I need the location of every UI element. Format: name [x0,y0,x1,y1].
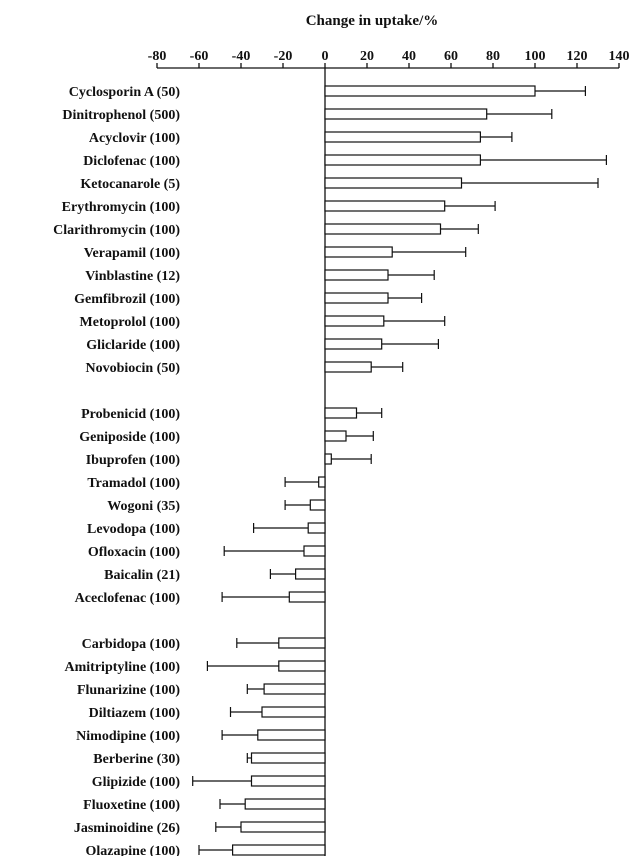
bar [324,338,383,350]
category-label: Novobiocin (50) [86,361,181,376]
bar [307,522,326,534]
bar [324,154,481,166]
bar [324,407,358,419]
bar-rows: Cyclosporin A (50) Dinitrophenol (500) Acy… [53,85,608,856]
bar [232,844,326,856]
category-label: Fluoxetine (100) [83,798,180,813]
category-label: Dinitrophenol (500) [62,108,180,123]
bar [309,499,326,511]
category-label: Gemfibrozil (100) [74,292,180,307]
category-label: Geniposide (100) [79,430,180,445]
x-tick-label: 100 [525,49,546,64]
bar [250,752,326,764]
category-label: Acyclovir (100) [89,131,180,146]
category-label: Carbidopa (100) [82,637,181,652]
bar [324,108,488,120]
bar [261,706,326,718]
bar [324,177,463,189]
category-label: Nimodipine (100) [76,729,180,744]
category-label: Ketocanarole (5) [80,177,180,192]
category-label: Flunarizine (100) [77,683,180,698]
x-axis: -80 -60 -40 -20 0 20 40 60 80 100 120 140 [148,49,629,856]
category-label: Glipizide (100) [92,775,181,790]
category-label: Gliclaride (100) [86,338,180,353]
bar [288,591,326,603]
bar [250,775,326,787]
category-label: Ibuprofen (100) [86,453,181,468]
category-label: Berberine (30) [93,752,180,767]
category-label: Diclofenac (100) [83,154,180,169]
category-label: Levodopa (100) [87,522,180,537]
bar [240,821,326,833]
category-label: Tramadol (100) [87,476,180,491]
chart-title: Change in uptake/% [306,13,439,29]
category-label: Jasminoidine (26) [74,821,181,836]
bar [324,315,385,327]
category-label: Metoprolol (100) [80,315,181,330]
x-tick-label: 120 [567,49,588,64]
bar [324,223,442,235]
x-tick-label: 60 [444,49,458,64]
category-label: Vinblastine (12) [85,269,180,284]
bar [324,361,372,373]
bar [244,798,326,810]
bar [263,683,326,695]
category-label: Amitriptyline (100) [65,660,181,675]
bar [303,545,326,557]
category-label: Cyclosporin A (50) [69,85,181,100]
bar [278,637,326,649]
x-tick-label: 140 [609,49,629,64]
bar [324,269,389,281]
bar [324,85,536,97]
bar [278,660,326,672]
bar [324,292,389,304]
bar [295,568,326,580]
x-tick-label: 40 [402,49,416,64]
category-label: Olazapine (100) [86,844,181,856]
bar [324,453,332,465]
category-label: Wogoni (35) [107,499,180,514]
bar [324,430,347,442]
x-tick-label: 0 [322,49,329,64]
category-label: Baicalin (21) [104,568,180,583]
bar [257,729,326,741]
x-tick-label: -80 [148,49,167,64]
bar [324,246,393,258]
bar [318,476,326,488]
category-label: Ofloxacin (100) [88,545,180,560]
x-tick-label: -20 [274,49,293,64]
category-label: Verapamil (100) [84,246,181,261]
category-label: Probenicid (100) [81,407,180,422]
x-tick-label: -40 [232,49,251,64]
category-label: Diltiazem (100) [89,706,181,721]
x-tick-label: 80 [486,49,500,64]
bar [324,131,481,143]
category-label: Erythromycin (100) [62,200,181,215]
x-tick-label: -60 [190,49,209,64]
category-label: Aceclofenac (100) [75,591,181,606]
x-tick-label: 20 [360,49,374,64]
bar [324,200,446,212]
category-label: Clarithromycin (100) [53,223,180,238]
